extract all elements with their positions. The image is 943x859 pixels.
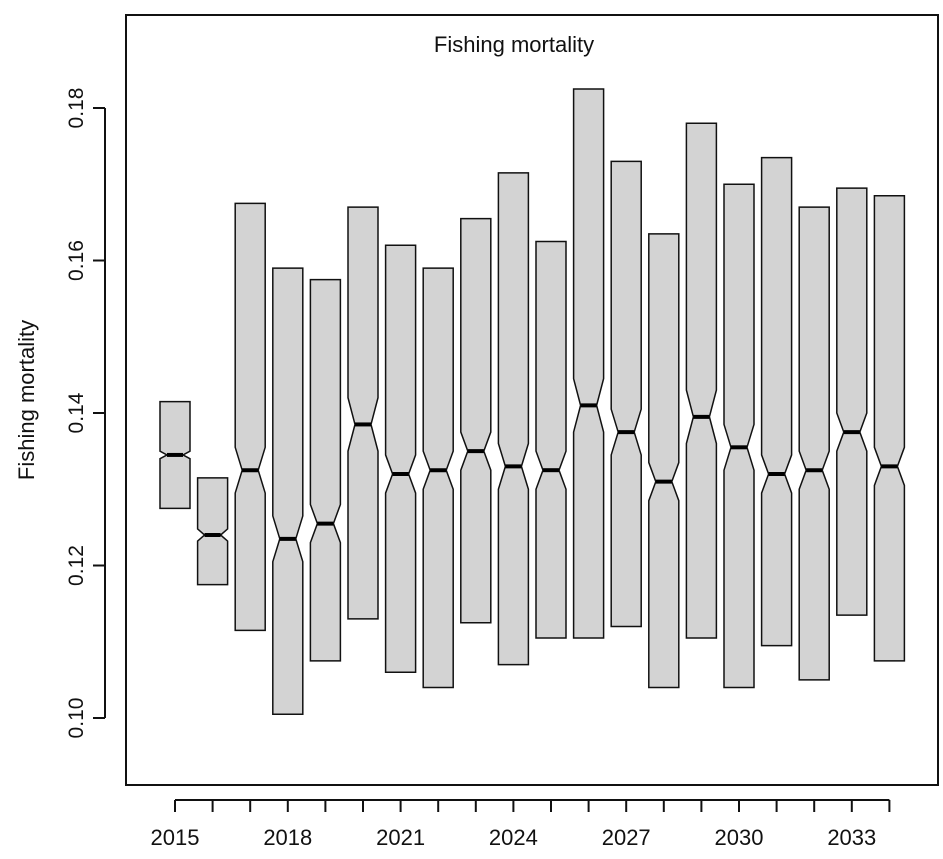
box-2030 [723, 183, 755, 689]
y-tick-label: 0.18 [65, 88, 88, 129]
box-2029 [685, 122, 718, 639]
box-2020 [347, 206, 379, 620]
x-tick-label: 2033 [827, 825, 876, 850]
y-tick-label: 0.12 [65, 545, 88, 586]
box-2019 [309, 278, 342, 662]
box-2018 [272, 267, 304, 715]
box-2028 [648, 233, 680, 689]
box-2016 [196, 477, 229, 586]
box-2017 [234, 202, 266, 632]
y-axis-label: Fishing mortality [14, 320, 39, 480]
box-2021 [384, 244, 417, 673]
box-series [159, 88, 906, 715]
box-2032 [798, 206, 830, 681]
chart-title: Fishing mortality [434, 32, 594, 57]
box-2025 [535, 240, 567, 639]
y-tick-label: 0.14 [65, 392, 88, 433]
box-2031 [760, 156, 793, 647]
y-tick-label: 0.16 [65, 240, 88, 281]
plot-frame [125, 14, 939, 786]
x-tick-label: 2027 [602, 825, 651, 850]
box-2022 [422, 267, 454, 689]
box-2034 [873, 194, 906, 662]
x-tick-label: 2021 [376, 825, 425, 850]
x-tick-label: 2024 [489, 825, 538, 850]
box-2027 [610, 160, 642, 628]
x-tick-label: 2015 [151, 825, 200, 850]
box-2023 [460, 217, 492, 624]
box-2026 [572, 88, 605, 639]
x-axis: 2015 2018 2021 2024 2027 2030 2033 [151, 799, 891, 850]
box-2024 [497, 172, 530, 666]
y-axis: 0.10 0.12 0.14 0.16 0.18 [65, 88, 106, 739]
y-tick-label: 0.10 [65, 698, 88, 739]
x-tick-label: 2018 [263, 825, 312, 850]
x-tick-label: 2030 [715, 825, 764, 850]
box-2033 [836, 187, 868, 616]
